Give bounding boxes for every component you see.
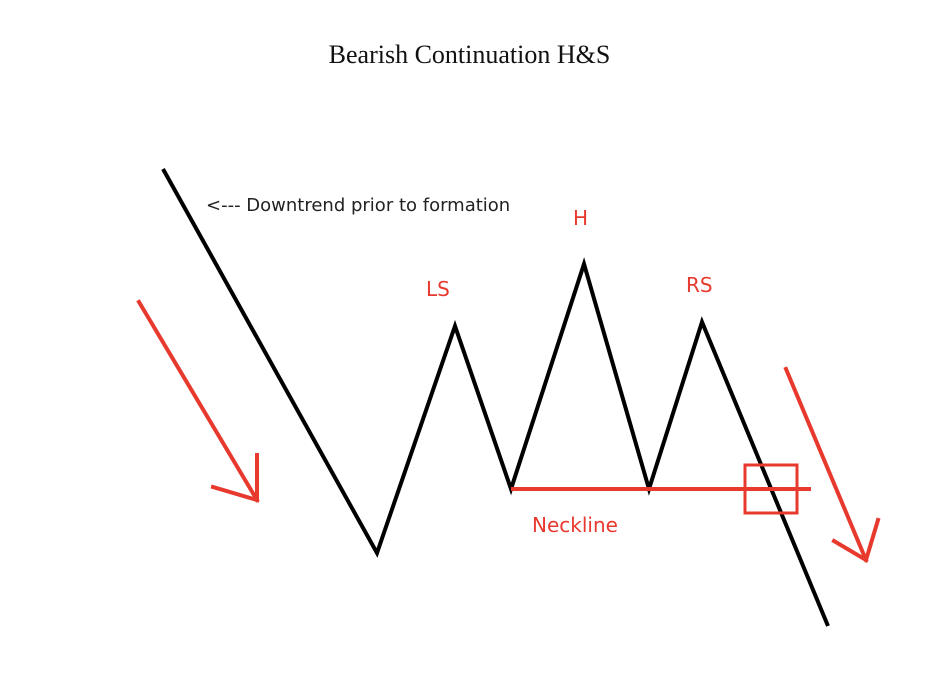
head-label: H <box>573 206 589 230</box>
arrow-down-right-icon <box>783 366 881 564</box>
right-shoulder-label: RS <box>686 273 713 297</box>
diagram-title: Bearish Continuation H&S <box>328 40 611 69</box>
neckline-label: Neckline <box>532 513 618 537</box>
arrow-down-right-icon <box>136 299 260 503</box>
downtrend-annotation: <--- Downtrend prior to formation <box>206 195 511 216</box>
breakout-box-icon <box>743 463 799 515</box>
left-shoulder-label: LS <box>426 277 450 301</box>
price-line <box>161 168 830 627</box>
